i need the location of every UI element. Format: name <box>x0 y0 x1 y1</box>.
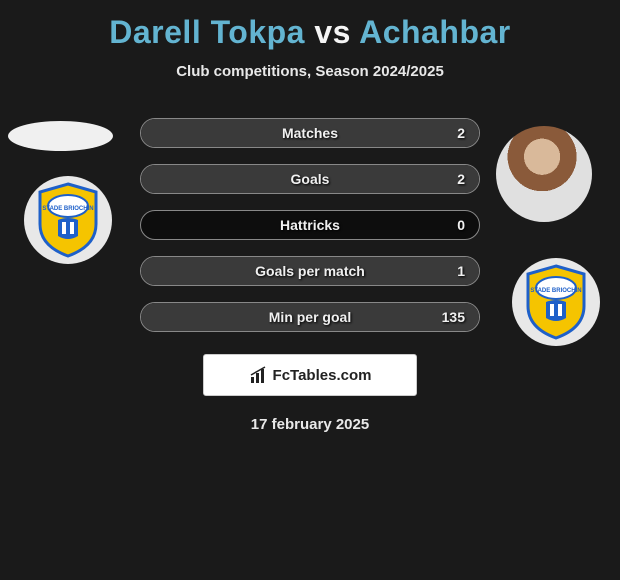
page-title: Darell Tokpa vs Achahbar <box>0 14 620 51</box>
stat-row: Matches2 <box>140 118 480 148</box>
subtitle: Club competitions, Season 2024/2025 <box>0 63 620 80</box>
stat-value-right: 2 <box>435 171 465 187</box>
stat-label: Goals <box>141 171 479 187</box>
club-badge-icon: STADE BRIOCHIN <box>524 264 588 340</box>
player2-avatar <box>496 126 592 222</box>
stat-row: Goals2 <box>140 164 480 194</box>
stat-row: Hattricks0 <box>140 210 480 240</box>
vs-text: vs <box>314 14 351 50</box>
comparison-card: Darell Tokpa vs Achahbar Club competitio… <box>0 0 620 433</box>
stat-label: Min per goal <box>141 309 479 325</box>
stat-value-right: 0 <box>435 217 465 233</box>
player1-club-badge: STADE BRIOCHIN <box>24 176 112 264</box>
stat-label: Goals per match <box>141 263 479 279</box>
stats-list: Matches2Goals2Hattricks0Goals per match1… <box>140 118 480 332</box>
svg-text:STADE BRIOCHIN: STADE BRIOCHIN <box>42 206 93 212</box>
player2-club-badge: STADE BRIOCHIN <box>512 258 600 346</box>
stat-row: Min per goal135 <box>140 302 480 332</box>
player1-name: Darell Tokpa <box>109 14 305 50</box>
stat-label: Hattricks <box>141 217 479 233</box>
club-badge-icon: STADE BRIOCHIN <box>36 182 100 258</box>
brand-box[interactable]: FcTables.com <box>203 354 417 396</box>
player1-avatar <box>8 121 113 151</box>
brand-text: FcTables.com <box>273 367 372 384</box>
player2-name: Achahbar <box>359 14 511 50</box>
stat-value-right: 135 <box>435 309 465 325</box>
stat-label: Matches <box>141 125 479 141</box>
stat-row: Goals per match1 <box>140 256 480 286</box>
stat-value-right: 1 <box>435 263 465 279</box>
brand-logo-icon <box>249 365 269 385</box>
svg-text:STADE BRIOCHIN: STADE BRIOCHIN <box>530 288 581 294</box>
stat-value-right: 2 <box>435 125 465 141</box>
date-text: 17 february 2025 <box>0 416 620 433</box>
